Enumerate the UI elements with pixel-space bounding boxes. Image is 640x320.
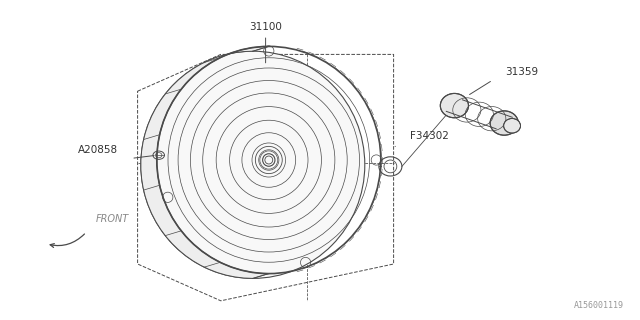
Text: 31359: 31359 <box>506 67 539 77</box>
Text: 31100: 31100 <box>249 22 282 32</box>
Ellipse shape <box>490 111 518 135</box>
Text: A20858: A20858 <box>78 145 118 155</box>
Text: F34302: F34302 <box>410 131 449 141</box>
Ellipse shape <box>504 118 520 133</box>
Polygon shape <box>141 46 269 278</box>
Ellipse shape <box>141 51 365 278</box>
Ellipse shape <box>440 93 468 118</box>
Text: A156001119: A156001119 <box>574 301 624 310</box>
Text: FRONT: FRONT <box>96 214 129 224</box>
